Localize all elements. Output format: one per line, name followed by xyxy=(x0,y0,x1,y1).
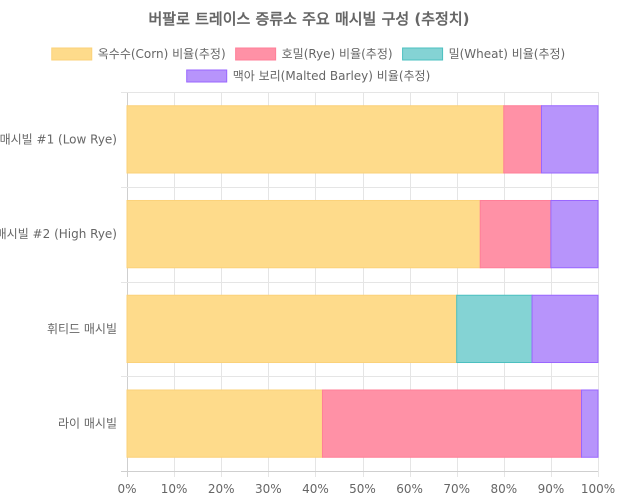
legend-swatch xyxy=(186,69,228,83)
bar-segment[interactable] xyxy=(321,389,583,458)
bar-segment[interactable] xyxy=(581,389,599,458)
bar-segment[interactable] xyxy=(503,105,542,174)
bar-segment[interactable] xyxy=(126,105,505,174)
chart-title: 버팔로 트레이스 증류소 주요 매시빌 구성 (추정치) xyxy=(148,10,469,28)
bars xyxy=(126,105,599,458)
bar-segment[interactable] xyxy=(126,389,323,458)
legend: 옥수수(Corn) 비율(추정) 호밀(Rye) 비율(추정) 밀(Wheat) 비… xyxy=(51,47,566,83)
bar-segment[interactable] xyxy=(126,294,458,364)
legend-swatch xyxy=(51,47,93,61)
x-axis-ticks: 0% 10% 20% 30% 40% 50% 60% 70% 80% 90% 100% xyxy=(117,482,615,496)
bar-segment[interactable] xyxy=(550,199,599,269)
category-labels: 매시빌 #1 (Low Rye) 매시빌 #2 (High Rye) 휘티드 매시빌… xyxy=(0,132,117,430)
legend-label: 밀(Wheat) 비율(추정) xyxy=(449,47,566,61)
legend-swatch xyxy=(235,47,277,61)
x-tick-label: 0% xyxy=(117,482,136,496)
category-label: 매시빌 #1 (Low Rye) xyxy=(0,132,117,146)
x-tick-label: 80% xyxy=(490,482,517,496)
bar-segment[interactable] xyxy=(479,199,552,269)
bar-segment[interactable] xyxy=(531,294,599,364)
legend-item[interactable]: 호밀(Rye) 비율(추정) xyxy=(235,47,393,61)
category-label: 휘티드 매시빌 xyxy=(47,322,117,336)
bar-segment[interactable] xyxy=(540,105,599,174)
x-tick-label: 20% xyxy=(208,482,235,496)
x-tick-label: 90% xyxy=(538,482,565,496)
bar-segment[interactable] xyxy=(126,199,481,269)
x-tick-label: 40% xyxy=(302,482,329,496)
x-tick-label: 30% xyxy=(255,482,282,496)
x-tick-label: 70% xyxy=(443,482,470,496)
legend-label: 옥수수(Corn) 비율(추정) xyxy=(98,47,226,61)
legend-label: 호밀(Rye) 비율(추정) xyxy=(282,47,393,61)
bar-segment[interactable] xyxy=(456,294,533,364)
legend-item[interactable]: 맥아 보리(Malted Barley) 비율(추정) xyxy=(186,69,431,83)
legend-item[interactable]: 밀(Wheat) 비율(추정) xyxy=(402,47,566,61)
x-tick-label: 50% xyxy=(349,482,376,496)
category-label: 매시빌 #2 (High Rye) xyxy=(0,227,117,241)
category-label: 라이 매시빌 xyxy=(58,417,117,431)
x-tick-label: 60% xyxy=(396,482,423,496)
legend-item[interactable]: 옥수수(Corn) 비율(추정) xyxy=(51,47,226,61)
legend-swatch xyxy=(402,47,444,61)
x-tick-label: 10% xyxy=(161,482,188,496)
x-tick-label: 100% xyxy=(581,482,615,496)
legend-label: 맥아 보리(Malted Barley) 비율(추정) xyxy=(233,69,431,83)
